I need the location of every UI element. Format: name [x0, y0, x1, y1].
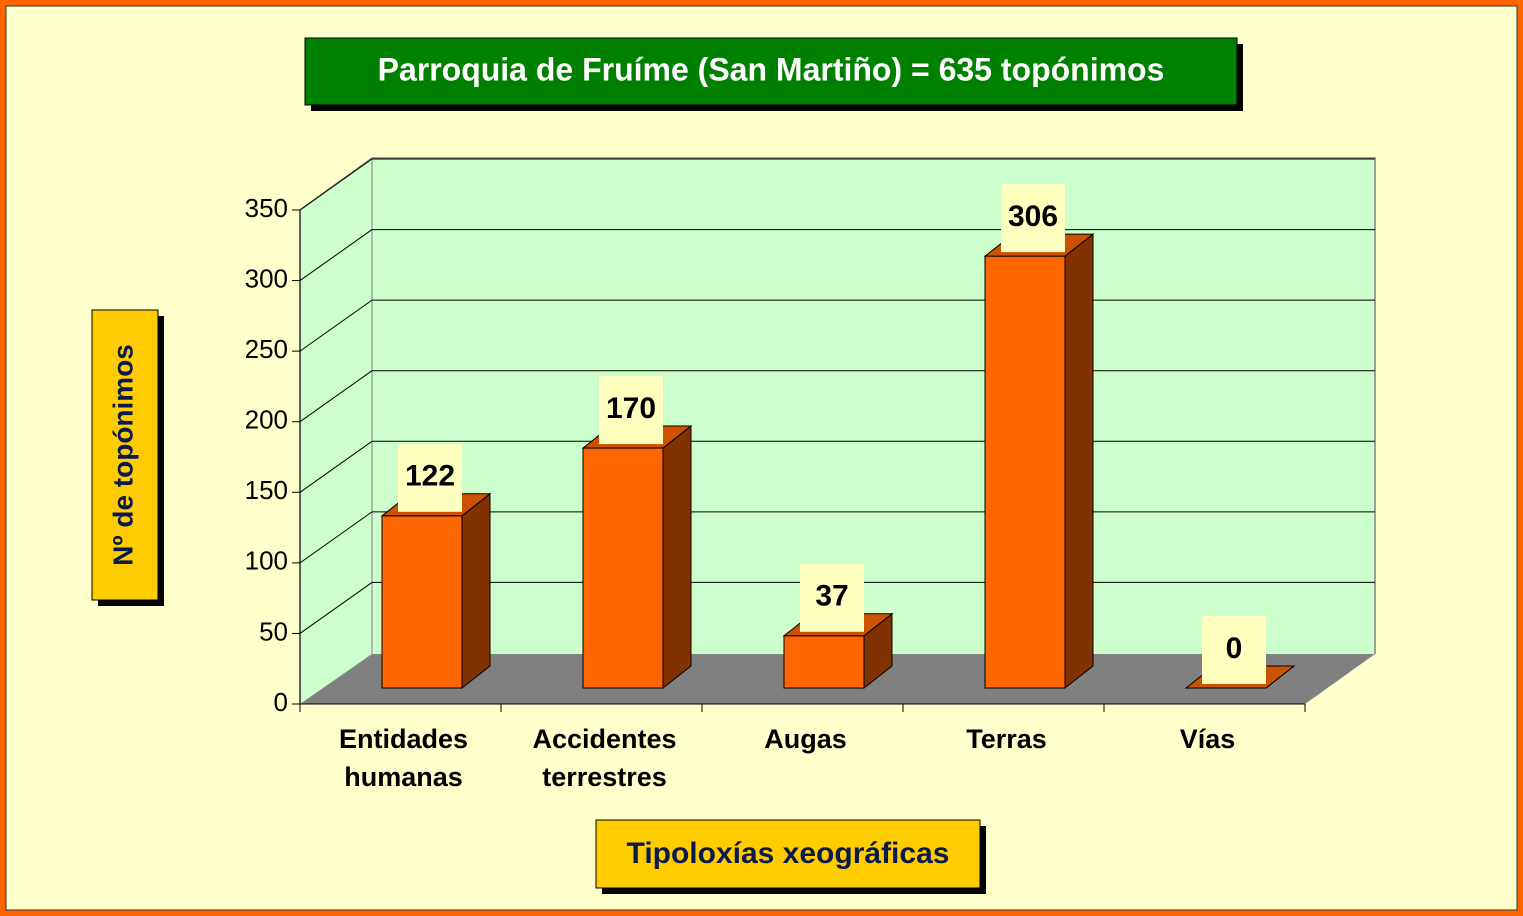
grid-line: [299, 299, 373, 352]
grid-line: [299, 370, 373, 423]
bar-side: [662, 425, 692, 690]
bar: [984, 255, 1066, 689]
bar: [381, 515, 463, 689]
bar: [582, 447, 664, 689]
back-wall: [300, 158, 1375, 704]
x-tick-label: Entidades humanas: [338, 724, 469, 792]
y-tick-label: 350: [245, 193, 288, 223]
y-label-box: [91, 309, 159, 601]
bar: [783, 635, 865, 689]
value-label-box: [1202, 616, 1266, 684]
bar-side: [461, 492, 491, 690]
value-label-box: [398, 443, 462, 512]
grid-line: [299, 229, 373, 281]
bar-side: [1064, 233, 1094, 690]
y-tick-label: 50: [259, 616, 288, 646]
x-axis-title: Tipoloxías xeográficas: [627, 837, 950, 870]
y-tick-label: 200: [245, 405, 288, 435]
value-label: 0: [1226, 632, 1243, 665]
x-tick-label: Vías: [1179, 724, 1236, 754]
value-label: 170: [606, 392, 656, 425]
grid-line: [299, 511, 373, 564]
value-label-box: [800, 563, 864, 632]
value-label: 122: [405, 460, 455, 493]
x-tick-label: Augas: [764, 724, 847, 754]
grid-line: [299, 440, 373, 493]
grid-line: [299, 582, 373, 634]
x-tick-label: Accidentes terrestres: [532, 724, 677, 792]
x-tick-label: Terras: [966, 724, 1047, 754]
y-tick-label: 0: [274, 687, 288, 717]
value-label-box: [599, 376, 663, 445]
y-tick-label: 100: [245, 546, 288, 576]
value-label: 306: [1008, 200, 1058, 233]
y-axis-title: Nº de topónimos: [107, 344, 138, 566]
x-label-box: [595, 819, 981, 889]
value-label: 37: [815, 580, 848, 613]
y-tick-label: 300: [245, 263, 288, 293]
chart-title: Parroquia de Fruíme (San Martiño) = 635 …: [378, 51, 1165, 87]
y-tick-label: 150: [245, 475, 288, 505]
title-box: [304, 37, 1238, 106]
grid-line: [299, 158, 373, 211]
value-label-box: [1001, 184, 1065, 253]
y-tick-label: 250: [245, 334, 288, 364]
